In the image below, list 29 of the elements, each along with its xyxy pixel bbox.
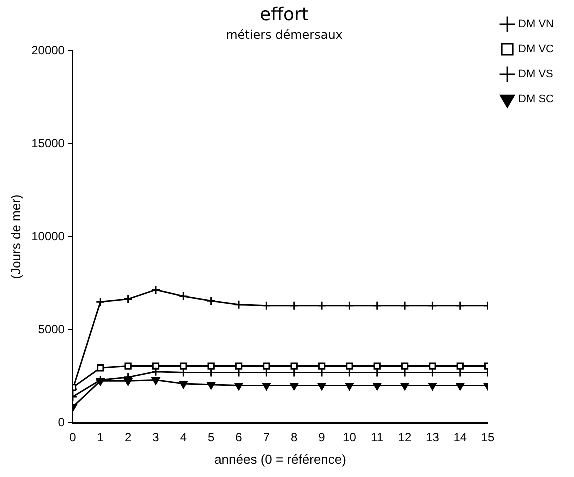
chart-title: effort: [260, 4, 309, 26]
x-tick-label: 8: [291, 430, 298, 445]
legend-label: DM VS: [518, 68, 554, 81]
x-axis-title: années (0 = référence): [214, 452, 346, 467]
y-tick-label: 0: [58, 415, 66, 430]
x-tick-label: 6: [236, 430, 243, 445]
y-tick-label: 5000: [38, 322, 66, 336]
chart-subtitle: métiers démersaux: [226, 28, 343, 42]
x-tick-label: 3: [152, 430, 160, 445]
legend-label: DM VN: [518, 18, 554, 31]
x-tick-label: 4: [180, 430, 188, 445]
x-tick-label: 13: [426, 430, 440, 445]
y-tick-label: 20000: [32, 43, 66, 58]
x-tick-label: 15: [481, 430, 496, 445]
x-tick-label: 14: [454, 430, 468, 445]
x-tick-label: 1: [97, 430, 104, 445]
x-tick-label: 12: [398, 430, 412, 445]
legend-label: DM VC: [518, 44, 554, 56]
x-tick-label: 5: [208, 430, 215, 445]
x-tick-label: 10: [343, 430, 357, 445]
y-axis-title: (Jours de mer): [8, 194, 24, 280]
x-tick-label: 11: [371, 430, 384, 445]
y-tick-label: 15000: [32, 136, 66, 150]
y-tick-label: 10000: [32, 229, 66, 244]
legend-label: DM SC: [518, 94, 554, 106]
x-tick-label: 7: [263, 430, 270, 445]
x-tick-label: 2: [124, 430, 132, 445]
x-tick-label: 0: [70, 430, 77, 445]
x-tick-label: 9: [318, 430, 326, 445]
